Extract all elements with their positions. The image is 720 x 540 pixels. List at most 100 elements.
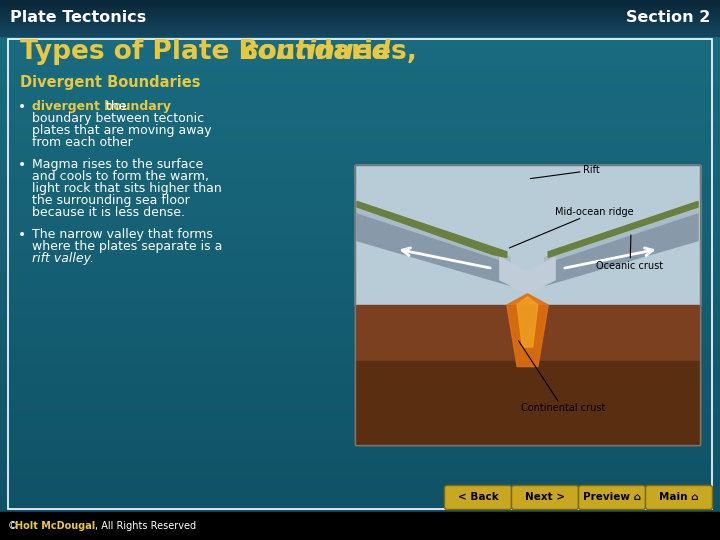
- Bar: [0, 371, 720, 372]
- Bar: [0, 470, 720, 471]
- Bar: [0, 124, 720, 125]
- Bar: [0, 348, 720, 349]
- Bar: [0, 367, 720, 368]
- Bar: [0, 88, 720, 89]
- Bar: [0, 132, 720, 133]
- Bar: [0, 256, 720, 257]
- Bar: [0, 195, 720, 196]
- Bar: [0, 32, 720, 33]
- Bar: [0, 12, 720, 13]
- Bar: [0, 497, 720, 498]
- Bar: [0, 151, 720, 152]
- Bar: [0, 179, 720, 180]
- Bar: [0, 204, 720, 205]
- Bar: [0, 387, 720, 388]
- Bar: [0, 453, 720, 454]
- Bar: [0, 334, 720, 335]
- Bar: [0, 327, 720, 328]
- Bar: [0, 386, 720, 387]
- Bar: [0, 94, 720, 95]
- Bar: [0, 503, 720, 504]
- Bar: [0, 197, 720, 198]
- Bar: [0, 166, 720, 167]
- Bar: [0, 396, 720, 397]
- Bar: [0, 481, 720, 482]
- Bar: [0, 212, 720, 213]
- Bar: [0, 225, 720, 226]
- Bar: [0, 214, 720, 215]
- Bar: [0, 249, 720, 250]
- Bar: [0, 173, 720, 174]
- Text: ©: ©: [8, 521, 21, 531]
- Bar: [0, 468, 720, 469]
- Bar: [0, 443, 720, 444]
- Bar: [0, 139, 720, 140]
- Bar: [0, 92, 720, 93]
- Bar: [0, 402, 720, 403]
- Bar: [0, 145, 720, 146]
- Bar: [0, 99, 720, 100]
- Bar: [0, 117, 720, 118]
- Text: the: the: [102, 100, 127, 113]
- Bar: [0, 82, 720, 83]
- Bar: [0, 37, 720, 38]
- Bar: [0, 489, 720, 490]
- Bar: [0, 272, 720, 273]
- Bar: [0, 183, 720, 184]
- Bar: [0, 266, 720, 267]
- Text: Rift: Rift: [530, 165, 600, 179]
- Bar: [8, 39, 712, 509]
- Bar: [0, 238, 720, 239]
- Bar: [0, 66, 720, 67]
- Bar: [0, 158, 720, 159]
- Bar: [0, 4, 720, 5]
- Bar: [0, 433, 720, 434]
- Bar: [355, 305, 700, 445]
- Bar: [0, 41, 720, 42]
- Bar: [0, 53, 720, 54]
- Bar: [0, 441, 720, 442]
- Bar: [0, 174, 720, 175]
- Bar: [0, 35, 720, 36]
- Bar: [0, 379, 720, 380]
- Bar: [0, 265, 720, 266]
- Bar: [0, 180, 720, 181]
- Bar: [0, 326, 720, 327]
- Bar: [0, 281, 720, 282]
- Bar: [0, 175, 720, 176]
- Bar: [0, 322, 720, 323]
- Bar: [0, 123, 720, 124]
- Bar: [355, 165, 700, 305]
- Bar: [0, 499, 720, 500]
- Bar: [0, 435, 720, 436]
- Bar: [0, 49, 720, 50]
- Text: Section 2: Section 2: [626, 10, 710, 25]
- Bar: [0, 357, 720, 358]
- Bar: [0, 83, 720, 84]
- Bar: [0, 23, 720, 24]
- Bar: [0, 500, 720, 501]
- Bar: [0, 45, 720, 46]
- Bar: [0, 411, 720, 412]
- Bar: [0, 10, 720, 11]
- Bar: [0, 303, 720, 304]
- Bar: [0, 405, 720, 406]
- Bar: [0, 0, 720, 1]
- Bar: [0, 73, 720, 74]
- Bar: [0, 472, 720, 473]
- Bar: [0, 355, 720, 356]
- Bar: [0, 75, 720, 76]
- Bar: [0, 217, 720, 218]
- Bar: [0, 383, 720, 384]
- Bar: [0, 231, 720, 232]
- Bar: [0, 248, 720, 249]
- Bar: [0, 61, 720, 62]
- Bar: [0, 382, 720, 383]
- Bar: [0, 409, 720, 410]
- Bar: [0, 296, 720, 297]
- Bar: [0, 121, 720, 122]
- Bar: [0, 321, 720, 322]
- Bar: [0, 213, 720, 214]
- Bar: [0, 245, 720, 246]
- Bar: [0, 475, 720, 476]
